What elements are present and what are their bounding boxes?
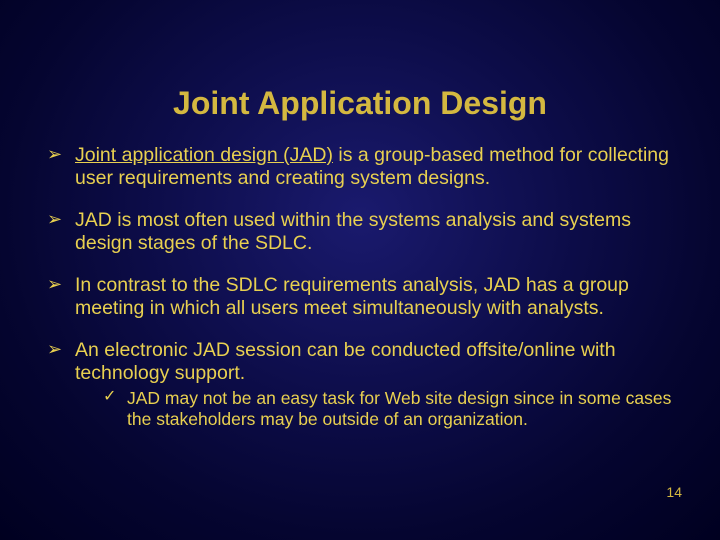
page-number: 14: [666, 484, 682, 500]
slide-title: Joint Application Design: [35, 0, 685, 144]
slide-container: Joint Application Design Joint applicati…: [0, 0, 720, 429]
bullet-text: JAD is most often used within the system…: [75, 209, 631, 254]
sub-bullet-list: JAD may not be an easy task for Web site…: [75, 388, 685, 429]
bullet-item: Joint application design (JAD) is a grou…: [47, 144, 685, 190]
bullet-item: An electronic JAD session can be conduct…: [47, 339, 685, 429]
bullet-list: Joint application design (JAD) is a grou…: [35, 144, 685, 429]
sub-bullet-item: JAD may not be an easy task for Web site…: [103, 388, 685, 429]
bullet-item: JAD is most often used within the system…: [47, 209, 685, 255]
bullet-item: In contrast to the SDLC requirements ana…: [47, 274, 685, 320]
bullet-text: In contrast to the SDLC requirements ana…: [75, 274, 629, 319]
bullet-lead-underlined: Joint application design (JAD): [75, 144, 333, 166]
sub-bullet-text: JAD may not be an easy task for Web site…: [127, 388, 671, 429]
bullet-text: An electronic JAD session can be conduct…: [75, 339, 616, 384]
